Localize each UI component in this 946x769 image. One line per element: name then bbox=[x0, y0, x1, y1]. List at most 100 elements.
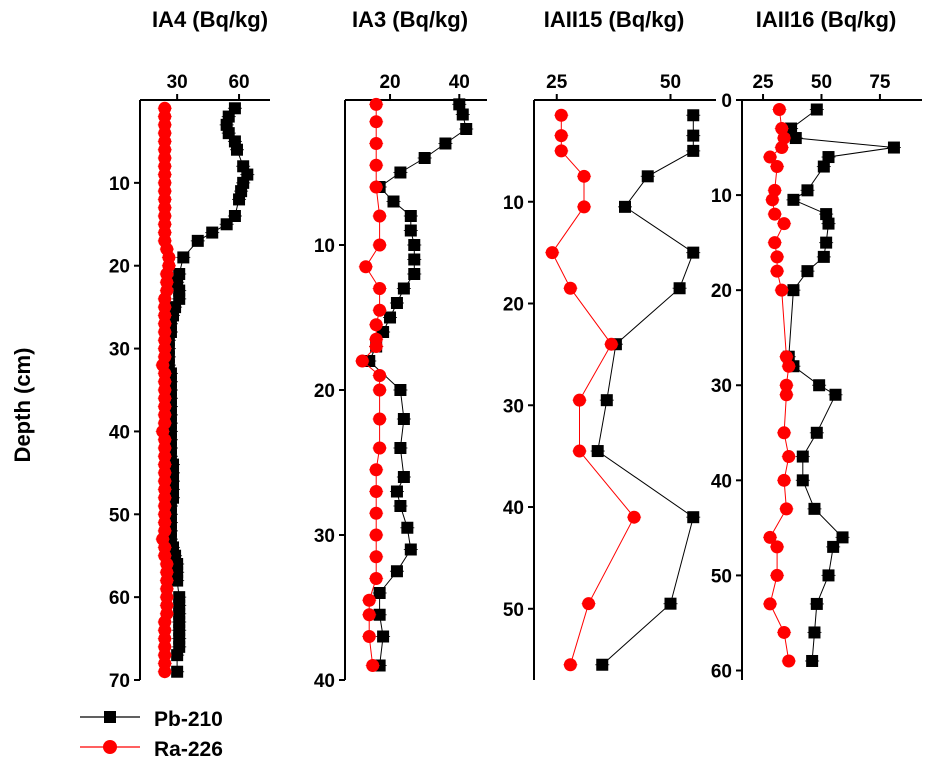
data-point bbox=[687, 129, 700, 142]
data-point bbox=[222, 127, 235, 140]
data-point bbox=[408, 239, 421, 251]
panel-title: IAII16 (Bq/kg) bbox=[756, 7, 897, 32]
data-point bbox=[779, 502, 793, 516]
data-point bbox=[369, 318, 383, 332]
data-point bbox=[777, 625, 791, 639]
data-point bbox=[362, 630, 376, 643]
series-ra226 bbox=[355, 97, 387, 672]
data-point bbox=[456, 108, 469, 121]
series-pb210 bbox=[590, 109, 701, 671]
data-point bbox=[796, 474, 809, 487]
x-tick-label: 75 bbox=[869, 72, 891, 93]
series-line bbox=[597, 115, 694, 666]
y-tick-label: 50 bbox=[503, 600, 524, 621]
data-point bbox=[573, 393, 586, 407]
data-point bbox=[768, 236, 782, 250]
data-point bbox=[373, 412, 387, 426]
data-point bbox=[775, 141, 789, 155]
data-point bbox=[604, 337, 618, 351]
data-point bbox=[158, 665, 172, 679]
data-point bbox=[394, 384, 407, 396]
data-point bbox=[377, 630, 390, 643]
data-point bbox=[827, 540, 840, 553]
series-pb210 bbox=[362, 98, 474, 672]
data-point bbox=[808, 502, 821, 515]
data-point bbox=[369, 97, 383, 111]
panel-2: IA3 (Bq/kg) 20 40 10 20 30 40 bbox=[314, 7, 487, 692]
y-tick-label: 30 bbox=[314, 526, 335, 547]
data-point bbox=[563, 658, 577, 672]
data-point bbox=[600, 394, 613, 407]
data-point bbox=[408, 253, 421, 266]
data-point bbox=[439, 137, 452, 150]
data-point bbox=[822, 217, 835, 230]
data-point bbox=[397, 282, 410, 295]
x-tick-label: 60 bbox=[228, 72, 249, 93]
data-point bbox=[806, 654, 819, 667]
data-point bbox=[373, 587, 386, 599]
data-point bbox=[230, 143, 243, 156]
data-point bbox=[782, 450, 796, 464]
x-tick-label: 40 bbox=[449, 72, 470, 93]
panel-3: IAII15 (Bq/kg) 25 50 10 20 30 40 50 bbox=[503, 7, 716, 680]
data-point bbox=[777, 473, 791, 487]
data-point bbox=[206, 226, 219, 239]
y-tick-label: 40 bbox=[314, 671, 335, 692]
data-point bbox=[787, 193, 800, 206]
data-point bbox=[418, 152, 431, 164]
data-point bbox=[596, 658, 609, 671]
data-point bbox=[687, 246, 700, 259]
data-point bbox=[171, 665, 184, 678]
data-point bbox=[404, 543, 417, 556]
legend-item-pb210: Pb-210 bbox=[80, 708, 223, 731]
data-point bbox=[171, 574, 184, 587]
legend: Pb-210 Ra-226 bbox=[80, 708, 223, 761]
data-point bbox=[390, 565, 403, 578]
data-point bbox=[591, 445, 604, 458]
data-point bbox=[573, 444, 586, 458]
panel-title: IA3 (Bq/kg) bbox=[352, 7, 468, 32]
data-point bbox=[545, 246, 559, 260]
data-point bbox=[770, 250, 784, 264]
series-line bbox=[551, 115, 635, 665]
data-point bbox=[770, 160, 784, 174]
data-point bbox=[787, 284, 800, 297]
data-point bbox=[768, 207, 782, 221]
data-point bbox=[810, 426, 823, 439]
data-point bbox=[453, 98, 466, 111]
data-point bbox=[397, 471, 410, 483]
y-tick-label: 0 bbox=[721, 91, 732, 112]
data-point bbox=[777, 426, 791, 440]
data-point bbox=[887, 141, 900, 154]
data-point bbox=[763, 150, 777, 164]
data-point bbox=[763, 597, 777, 611]
y-tick-label: 10 bbox=[109, 174, 130, 195]
data-point bbox=[404, 224, 417, 237]
y-tick-label: 20 bbox=[109, 257, 130, 278]
panel-title: IA4 (Bq/kg) bbox=[152, 7, 268, 32]
data-point bbox=[191, 234, 204, 247]
y-tick-label: 20 bbox=[503, 295, 524, 316]
y-tick-label: 30 bbox=[503, 396, 524, 417]
data-point bbox=[763, 530, 777, 544]
data-point bbox=[775, 283, 789, 297]
data-point bbox=[770, 540, 784, 554]
data-point bbox=[369, 463, 383, 477]
data-point bbox=[563, 281, 577, 295]
data-point bbox=[619, 200, 631, 213]
y-tick-label: 40 bbox=[711, 471, 732, 492]
data-point bbox=[394, 442, 407, 454]
x-tick-label: 30 bbox=[167, 72, 188, 93]
data-point bbox=[408, 268, 421, 280]
panels: IA4 (Bq/kg) 30 60 10 20 30 40 50 60 70 IA3 (Bq/kg)… bbox=[109, 7, 922, 692]
data-point bbox=[687, 144, 700, 157]
y-tick-label: 60 bbox=[711, 661, 732, 682]
data-point bbox=[369, 506, 383, 520]
data-point bbox=[796, 450, 809, 463]
y-axis-label: Depth (cm) bbox=[10, 348, 35, 463]
legend-marker-pb210 bbox=[104, 711, 116, 723]
data-point bbox=[177, 251, 190, 264]
y-tick-label: 50 bbox=[711, 566, 732, 587]
panel-1: IA4 (Bq/kg) 30 60 10 20 30 40 50 60 70 bbox=[109, 7, 270, 692]
data-point bbox=[390, 297, 403, 309]
